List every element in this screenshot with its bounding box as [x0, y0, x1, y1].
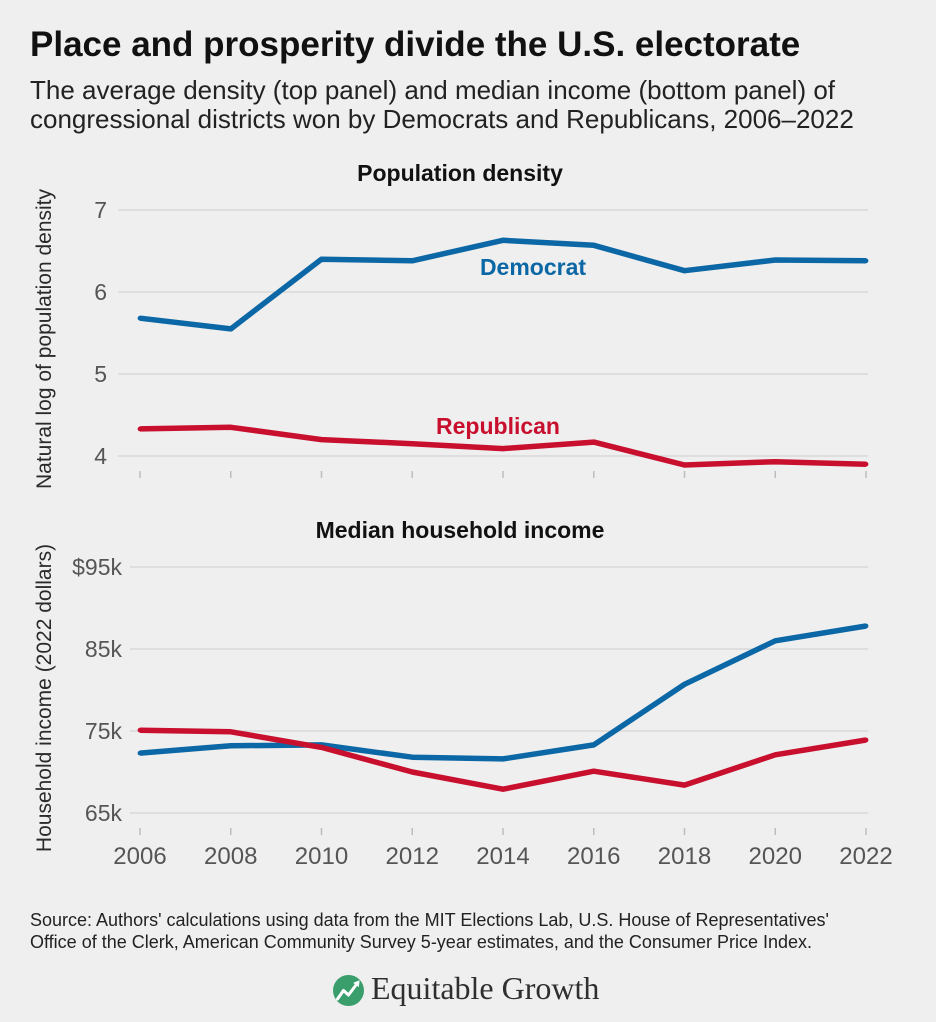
- income-republican-data-point: [319, 745, 324, 750]
- trend-arrow-line: [336, 983, 358, 1001]
- income-democrat-data-point: [863, 623, 869, 629]
- logo-circle: [333, 975, 364, 1006]
- source-line-2: Office of the Clerk, American Community …: [30, 932, 812, 952]
- density-gridlines: [118, 209, 868, 457]
- y-tick-label: 85k: [85, 636, 123, 662]
- density-republican-data-point: [772, 459, 778, 465]
- density-axis-ticks: 7 6 5 4: [94, 197, 867, 478]
- democrat-series-label: Democrat: [480, 254, 586, 280]
- y-tick-label: 7: [94, 197, 107, 223]
- income-republican-data-point: [772, 752, 778, 758]
- logo-wordmark: Equitable Growth: [371, 970, 599, 1006]
- density-republican-data-point: [319, 437, 324, 442]
- income-republican-data-point: [409, 769, 415, 775]
- income-democrat-data-point: [772, 638, 778, 644]
- republican-series-label: Republican: [436, 413, 560, 439]
- page-title: Place and prosperity divide the U.S. ele…: [30, 25, 800, 64]
- income-democrat-data-point: [682, 681, 687, 687]
- y-tick-label: 4: [94, 443, 107, 469]
- y-tick-label: 75k: [85, 718, 123, 744]
- density-democrat-data-point: [772, 257, 778, 263]
- y-tick-label: 6: [94, 279, 107, 305]
- density-republican-data-point: [591, 439, 597, 445]
- y-tick-label: 5: [94, 361, 107, 387]
- equitable-growth-logo: Equitable Growth: [333, 970, 599, 1006]
- income-republican-data-point: [682, 782, 687, 788]
- density-series-lines: [137, 237, 869, 468]
- x-tick-label: 2020: [749, 843, 802, 870]
- x-tick-label: 2010: [295, 843, 348, 870]
- subtitle-line-2: congressional districts won by Democrats…: [30, 104, 854, 134]
- panel-title-density: Population density: [357, 160, 563, 186]
- density-democrat-data-point: [228, 326, 234, 332]
- y-tick-label: 65k: [85, 800, 123, 826]
- income-republican-data-point: [500, 786, 506, 792]
- density-republican-data-point: [409, 441, 415, 447]
- density-republican-data-point: [863, 461, 869, 467]
- x-tick-label: 2006: [113, 843, 166, 870]
- subtitle-line-1: The average density (top panel) and medi…: [30, 75, 836, 105]
- income-axis-ticks: $95k 85k 75k 65k 2006 2008 2010 2012 2014 2016 201…: [72, 554, 893, 870]
- income-republican-data-point: [137, 727, 143, 733]
- y-axis-label-income: Household income (2022 dollars): [33, 544, 56, 852]
- income-democrat-data-point: [228, 743, 234, 749]
- source-line-1: Source: Authors' calculations using data…: [30, 910, 829, 930]
- income-democrat-data-point: [137, 750, 143, 756]
- y-tick-label: $95k: [72, 554, 122, 580]
- density-democrat-data-point: [863, 258, 869, 264]
- x-tick-label: 2022: [839, 843, 892, 870]
- income-democrat-data-point: [409, 754, 415, 760]
- median-income-panel: Median household income Household income…: [33, 517, 893, 870]
- income-democrat-data-point: [591, 742, 597, 748]
- density-republican-data-point: [228, 424, 234, 430]
- density-democrat-data-point: [319, 256, 324, 262]
- trend-arrow-head: [353, 980, 360, 988]
- income-democrat-data-point: [500, 756, 506, 762]
- x-tick-label: 2014: [476, 843, 529, 870]
- income-republican-data-point: [591, 768, 597, 774]
- x-tick-label: 2016: [567, 843, 620, 870]
- income-series-lines: [137, 623, 869, 792]
- density-republican-data-point: [500, 446, 506, 451]
- density-democrat-data-point: [591, 242, 597, 248]
- income-republican-data-point: [228, 729, 234, 735]
- source-note: Source: Authors' calculations using data…: [30, 910, 829, 952]
- panel-title-income: Median household income: [316, 517, 605, 543]
- x-tick-label: 2018: [658, 843, 711, 870]
- density-democrat-data-point: [682, 268, 687, 274]
- y-axis-label-density: Natural log of population density: [33, 188, 56, 489]
- x-tick-label: 2012: [386, 843, 439, 870]
- x-tick-label: 2008: [204, 843, 257, 870]
- population-density-panel: Population density Natural log of popula…: [33, 160, 869, 489]
- density-republican-data-point: [682, 462, 687, 468]
- equitable-growth-logo-icon: [333, 975, 364, 1006]
- density-democrat-data-point: [500, 237, 506, 243]
- density-democrat-data-point: [409, 258, 415, 264]
- density-democrat-data-point: [137, 315, 143, 321]
- income-republican-data-point: [863, 737, 869, 743]
- density-republican-data-point: [137, 426, 143, 432]
- income-gridlines: [130, 566, 868, 814]
